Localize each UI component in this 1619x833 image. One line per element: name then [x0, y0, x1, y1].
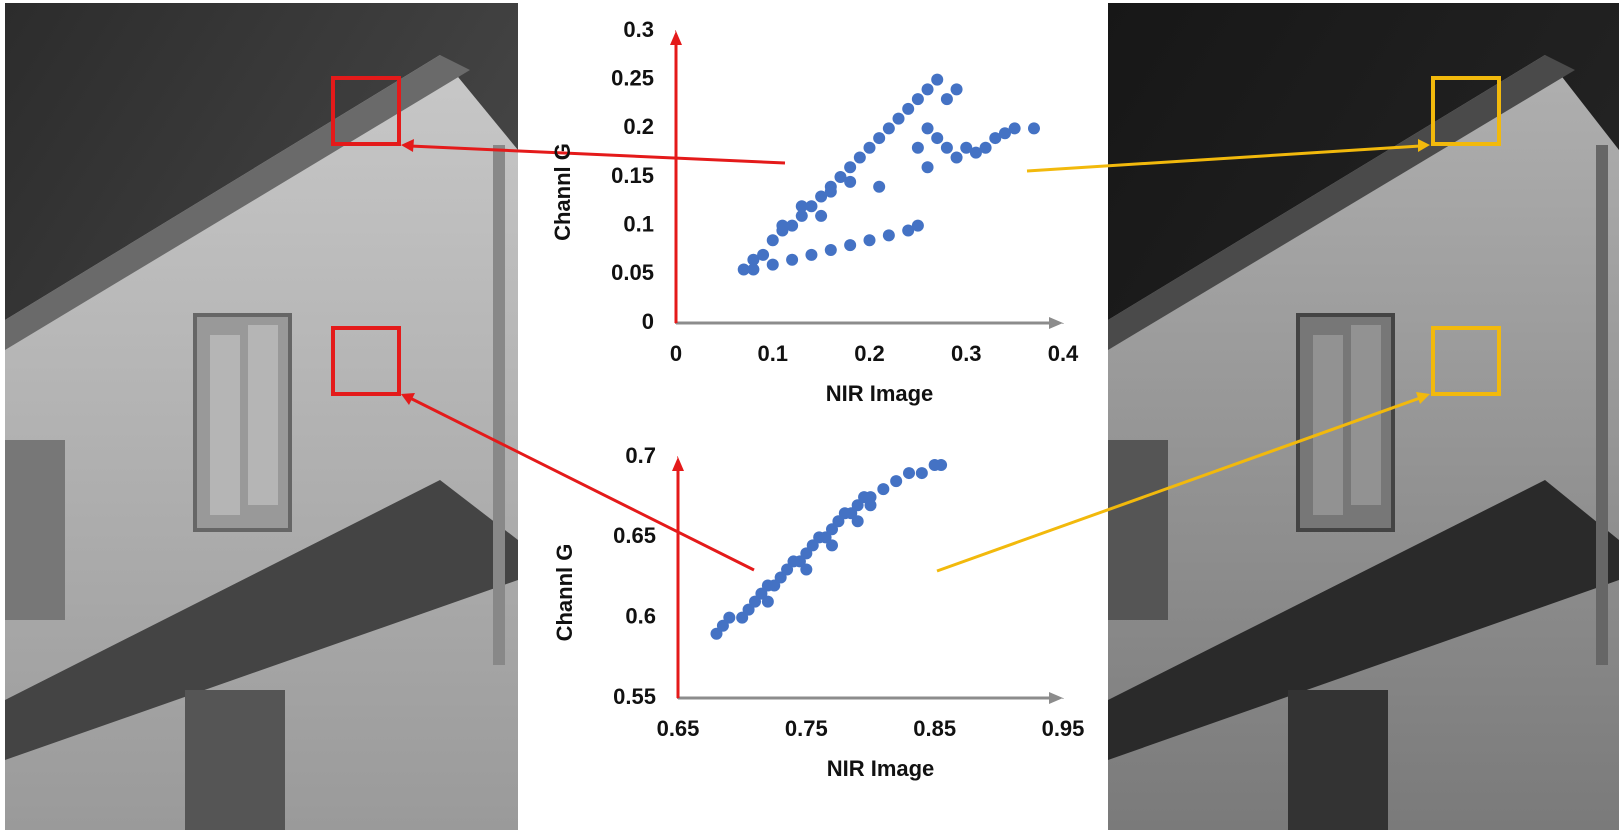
scatter-point	[864, 234, 876, 246]
y-axis-label: Channl G	[552, 544, 577, 642]
scatter-point	[805, 249, 817, 261]
scatter-point	[941, 142, 953, 154]
scatter-point	[931, 132, 943, 144]
scatter-charts: 0 0.1 0.2 0.3 0.4 0 0.05 0.1 0.15 0.2 0.25 0.3 NIR I…	[550, 17, 1085, 781]
left-photo	[5, 3, 518, 830]
scatter-point	[825, 181, 837, 193]
scatter-point	[825, 244, 837, 256]
scatter-point	[747, 263, 759, 275]
scatter-point	[800, 563, 812, 575]
x-tick-label: 0.2	[854, 341, 885, 366]
scatter-point	[912, 142, 924, 154]
scatter-point	[873, 181, 885, 193]
scatter-point	[902, 103, 914, 115]
scatter-point	[903, 467, 915, 479]
y-tick-label: 0.6	[625, 603, 656, 628]
scatter-point	[844, 239, 856, 251]
y-axis-label: Channl G	[550, 143, 575, 241]
scatter-point	[844, 176, 856, 188]
y-tick-label: 0	[642, 309, 654, 334]
scatter-point	[883, 122, 895, 134]
y-tick-label: 0.7	[625, 443, 656, 468]
y-tick-label: 0.05	[611, 260, 654, 285]
scatter-point	[951, 152, 963, 164]
y-tick-label: 0.55	[613, 684, 656, 709]
x-tick-label: 0.3	[951, 341, 982, 366]
scatter-point	[922, 122, 934, 134]
scatter-point	[883, 229, 895, 241]
scatter-point	[890, 475, 902, 487]
scatter-point	[767, 259, 779, 271]
x-axis-arrow	[1049, 692, 1063, 704]
y-tick-label: 0.15	[611, 163, 654, 188]
scatter-point	[916, 467, 928, 479]
scatter-point	[786, 254, 798, 266]
scatter-point	[826, 539, 838, 551]
y-axis-arrow	[672, 457, 684, 471]
y-tick-label: 0.1	[623, 211, 654, 236]
scatter-point	[815, 210, 827, 222]
x-tick-label: 0.1	[757, 341, 788, 366]
x-tick-label: 0.65	[657, 716, 700, 741]
scatter-point	[844, 161, 856, 173]
scatter-point	[893, 113, 905, 125]
figure: 0 0.1 0.2 0.3 0.4 0 0.05 0.1 0.15 0.2 0.25 0.3 NIR I…	[0, 0, 1619, 833]
x-tick-label: 0.75	[785, 716, 828, 741]
scatter-point	[796, 200, 808, 212]
scatter-point	[935, 459, 947, 471]
scatter-point	[912, 220, 924, 232]
x-axis-arrow	[1049, 317, 1063, 329]
scatter-point	[873, 132, 885, 144]
scatter-point	[922, 161, 934, 173]
y-tick-label: 0.2	[623, 114, 654, 139]
scatter-point	[922, 83, 934, 95]
scatter-point	[941, 93, 953, 105]
x-axis-label: NIR Image	[826, 381, 934, 406]
scatter-point	[854, 152, 866, 164]
scatter-point	[767, 234, 779, 246]
x-axis-label: NIR Image	[827, 756, 935, 781]
scatter-point	[776, 220, 788, 232]
right-photo	[1108, 3, 1619, 830]
scatter-point	[864, 142, 876, 154]
scatter-point	[931, 74, 943, 86]
y-axis-arrow	[670, 31, 682, 45]
scatter-point	[865, 499, 877, 511]
y-tick-label: 0.3	[623, 17, 654, 42]
scatter-point	[877, 483, 889, 495]
scatter-point	[980, 142, 992, 154]
scatter-point	[762, 596, 774, 608]
scatter-point	[757, 249, 769, 261]
x-tick-label: 0	[670, 341, 682, 366]
scatter-point	[951, 83, 963, 95]
scatter-point	[723, 612, 735, 624]
y-tick-label: 0.65	[613, 523, 656, 548]
x-tick-label: 0.85	[913, 716, 956, 741]
scatter-point	[1009, 122, 1021, 134]
scatter-point	[912, 93, 924, 105]
y-tick-label: 0.25	[611, 65, 654, 90]
x-tick-label: 0.4	[1048, 341, 1079, 366]
scatter-point	[1028, 122, 1040, 134]
x-tick-label: 0.95	[1042, 716, 1085, 741]
scatter-point	[852, 515, 864, 527]
